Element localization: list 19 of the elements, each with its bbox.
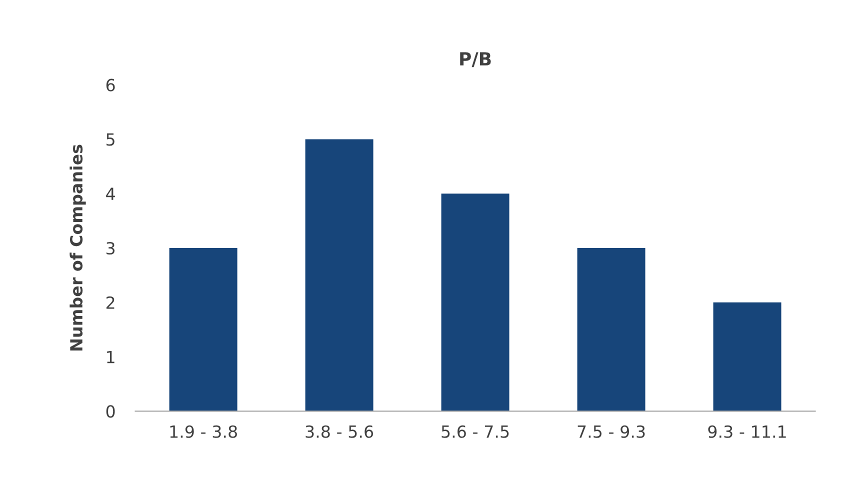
bar bbox=[441, 194, 510, 412]
y-tick-label: 3 bbox=[106, 242, 115, 255]
chart-title: P/B bbox=[460, 52, 491, 68]
y-tick-label: 5 bbox=[106, 133, 114, 146]
bar bbox=[577, 248, 646, 412]
y-tick-label: 0 bbox=[106, 405, 115, 418]
x-tick-label: 9.3 - 11.1 bbox=[708, 425, 786, 438]
bar bbox=[713, 302, 782, 412]
x-tick-label: 1.9 - 3.8 bbox=[170, 425, 237, 438]
y-tick-label: 4 bbox=[106, 188, 115, 200]
x-tick-label: 7.5 - 9.3 bbox=[578, 425, 645, 438]
bar bbox=[305, 139, 374, 412]
y-tick-label: 6 bbox=[106, 78, 115, 92]
y-tick-label: 1 bbox=[107, 350, 114, 364]
x-tick-label: 5.6 - 7.5 bbox=[442, 425, 509, 438]
y-tick-label: 2 bbox=[106, 296, 114, 309]
bar bbox=[169, 248, 238, 412]
x-tick-label: 3.8 - 5.6 bbox=[306, 425, 374, 438]
y-axis-title: Number of Companies bbox=[70, 144, 86, 350]
